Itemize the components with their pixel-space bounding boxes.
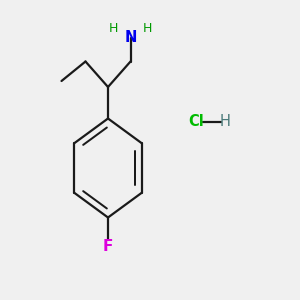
- Text: F: F: [103, 239, 113, 254]
- Text: H: H: [220, 114, 230, 129]
- Text: H: H: [143, 22, 153, 35]
- Text: N: N: [124, 30, 137, 45]
- Text: Cl: Cl: [189, 114, 204, 129]
- Text: H: H: [108, 22, 118, 35]
